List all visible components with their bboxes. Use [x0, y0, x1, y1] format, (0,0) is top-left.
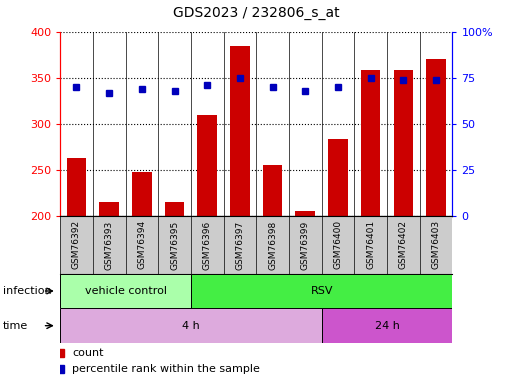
Bar [60, 274, 191, 308]
Bar [99, 202, 119, 216]
Bar [328, 140, 348, 216]
Bar [60, 308, 322, 343]
Text: 24 h: 24 h [374, 321, 400, 331]
Bar [426, 59, 446, 216]
Bar [230, 46, 250, 216]
Text: GSM76401: GSM76401 [366, 220, 375, 269]
Text: GDS2023 / 232806_s_at: GDS2023 / 232806_s_at [173, 6, 339, 20]
Text: RSV: RSV [310, 286, 333, 296]
Text: 4 h: 4 h [182, 321, 200, 331]
Bar [295, 211, 315, 216]
Bar [322, 308, 452, 343]
Bar [191, 274, 452, 308]
Text: percentile rank within the sample: percentile rank within the sample [72, 364, 260, 374]
Bar [165, 202, 185, 216]
Bar [198, 115, 217, 216]
Bar [132, 172, 152, 216]
Text: GSM76400: GSM76400 [334, 220, 343, 269]
Text: GSM76392: GSM76392 [72, 220, 81, 269]
Text: GSM76402: GSM76402 [399, 220, 408, 269]
Text: GSM76395: GSM76395 [170, 220, 179, 270]
Text: GSM76394: GSM76394 [138, 220, 146, 269]
Text: GSM76396: GSM76396 [203, 220, 212, 270]
Text: GSM76398: GSM76398 [268, 220, 277, 270]
Bar [393, 70, 413, 216]
Bar [361, 70, 381, 216]
Text: infection: infection [3, 286, 51, 296]
Text: GSM76397: GSM76397 [235, 220, 244, 270]
Bar [67, 158, 86, 216]
Text: GSM76393: GSM76393 [105, 220, 113, 270]
Bar [263, 165, 282, 216]
Text: count: count [72, 348, 104, 357]
Text: GSM76399: GSM76399 [301, 220, 310, 270]
Text: vehicle control: vehicle control [85, 286, 166, 296]
Text: time: time [3, 321, 28, 331]
Text: GSM76403: GSM76403 [431, 220, 440, 269]
